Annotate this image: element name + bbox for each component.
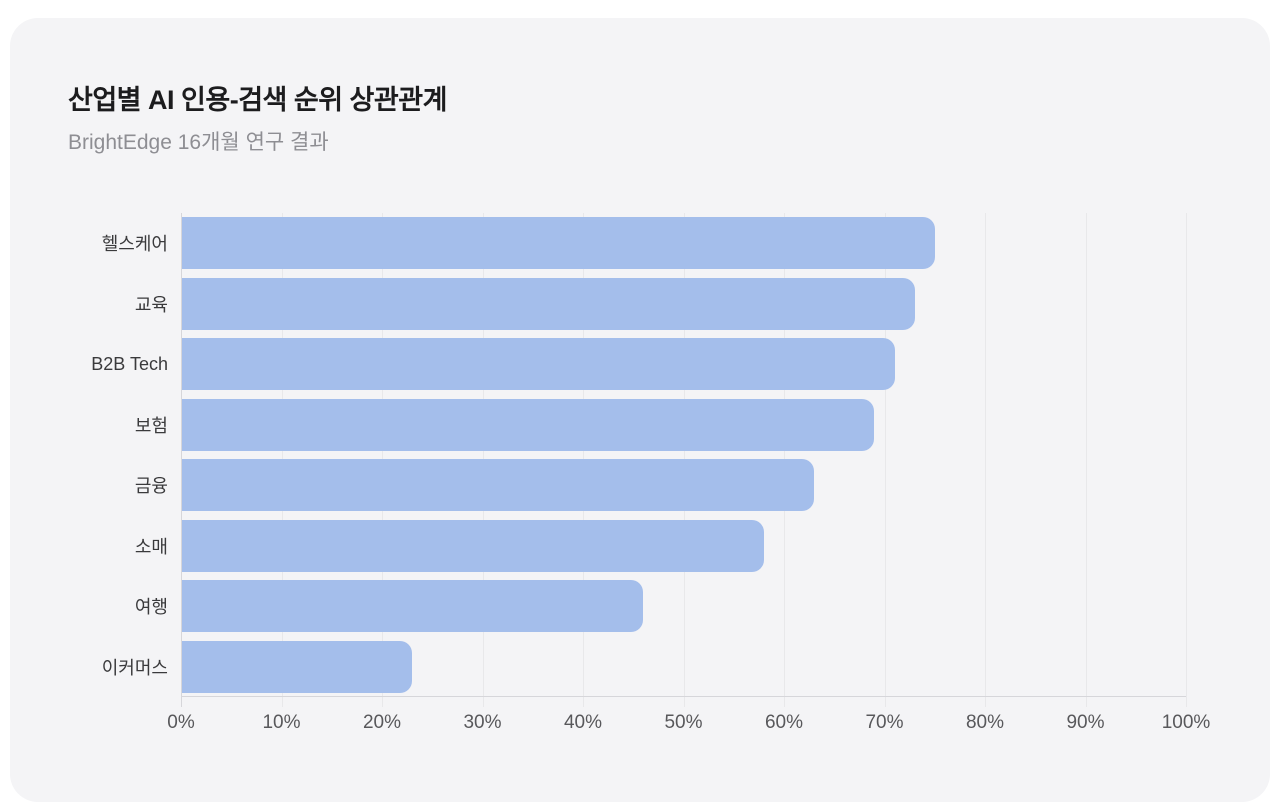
x-tick-label: 80%	[965, 712, 1005, 733]
x-tick-label: 20%	[362, 712, 402, 733]
gridline	[884, 213, 886, 707]
x-tick-label: 90%	[1066, 712, 1105, 733]
x-tick-label: 30%	[463, 712, 502, 733]
y-axis-line	[181, 213, 182, 707]
category-label: 이커머스	[101, 657, 168, 678]
gridline	[1186, 213, 1187, 707]
bar-series	[181, 213, 1186, 697]
category-label: 헬스케어	[101, 234, 168, 255]
bar-금융	[181, 459, 815, 512]
category-label: B2B Tech	[91, 353, 168, 374]
bar-소매	[181, 519, 764, 572]
bar-헬스케어	[181, 217, 935, 270]
bar-이커머스	[181, 640, 413, 693]
y-axis-category-labels: 헬스케어 교육 B2B Tech 보험 금융 소매 여행 이커머스	[10, 213, 168, 697]
x-tick-label: 0%	[167, 712, 195, 733]
x-axis-line	[181, 696, 1186, 697]
bar-여행	[181, 580, 644, 633]
x-tick-label: 10%	[262, 712, 301, 733]
x-tick-label: 50%	[664, 712, 703, 733]
gridline	[985, 213, 986, 707]
category-label: 소매	[134, 536, 168, 557]
bar-교육	[181, 277, 915, 330]
x-tick-label: 60%	[764, 712, 804, 733]
category-label: 교육	[134, 294, 168, 315]
x-tick-label: 100%	[1161, 712, 1211, 733]
chart-subtitle: BrightEdge 16개월 연구 결과	[68, 131, 329, 154]
chart-title: 산업별 AI 인용-검색 순위 상관관계	[68, 85, 447, 115]
category-label: 금융	[134, 476, 168, 497]
x-tick-label: 40%	[563, 712, 603, 733]
x-tick-label: 70%	[865, 712, 904, 733]
category-label: 보험	[134, 415, 168, 436]
category-label: 여행	[134, 597, 168, 618]
x-axis-tick-labels: 0% 10% 20% 30% 40% 50% 60% 70% 80% 90% 1…	[167, 712, 1210, 742]
bar-b2b-tech	[181, 338, 895, 391]
plot-area	[181, 213, 1187, 707]
gridline	[1085, 213, 1087, 707]
chart-card: 산업별 AI 인용-검색 순위 상관관계 BrightEdge 16개월 연구 …	[10, 18, 1270, 802]
bar-보험	[181, 398, 875, 451]
